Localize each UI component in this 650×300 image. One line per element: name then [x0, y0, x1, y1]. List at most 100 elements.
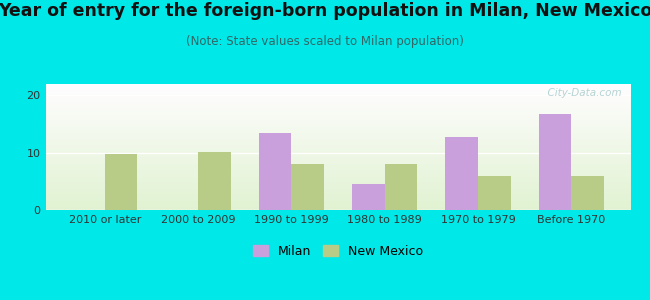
Bar [46, 150, 630, 151]
Bar [46, 120, 630, 121]
Bar [46, 133, 630, 134]
Bar [46, 111, 630, 112]
Bar [46, 97, 630, 98]
Bar [46, 158, 630, 159]
Bar [46, 155, 630, 156]
Bar [46, 106, 630, 107]
Bar [46, 107, 630, 108]
Bar [46, 174, 630, 175]
Bar [539, 114, 571, 210]
Bar [46, 90, 630, 91]
Bar [46, 173, 630, 174]
Bar [46, 175, 630, 176]
Bar [478, 176, 511, 210]
Text: (Note: State values scaled to Milan population): (Note: State values scaled to Milan popu… [186, 34, 464, 47]
Bar [46, 118, 630, 119]
Bar [46, 103, 630, 104]
Bar [46, 176, 630, 177]
Bar [46, 198, 630, 199]
Bar [46, 151, 630, 152]
Bar [46, 159, 630, 160]
Bar [46, 142, 630, 143]
Bar [445, 137, 478, 210]
Bar [46, 189, 630, 190]
Bar [46, 181, 630, 182]
Bar [46, 137, 630, 138]
Text: City-Data.com: City-Data.com [541, 88, 621, 98]
Bar [46, 207, 630, 208]
Bar [46, 94, 630, 95]
Bar [46, 154, 630, 155]
Bar [46, 152, 630, 153]
Bar [46, 180, 630, 181]
Bar [46, 162, 630, 163]
Bar [46, 172, 630, 173]
Bar [46, 197, 630, 198]
Bar [46, 95, 630, 96]
Bar [46, 92, 630, 93]
Bar [46, 185, 630, 186]
Bar [46, 135, 630, 136]
Bar [46, 165, 630, 166]
Bar [46, 130, 630, 131]
Bar [46, 199, 630, 200]
Bar [46, 105, 630, 106]
Bar [46, 84, 630, 85]
Bar [46, 131, 630, 132]
Bar [46, 179, 630, 180]
Bar [46, 132, 630, 133]
Bar [46, 156, 630, 157]
Bar [46, 183, 630, 184]
Bar [46, 100, 630, 101]
Bar [46, 113, 630, 114]
Bar [46, 168, 630, 169]
Bar [46, 161, 630, 162]
Bar [46, 93, 630, 94]
Bar [46, 193, 630, 194]
Bar [46, 112, 630, 113]
Bar [46, 171, 630, 172]
Bar [46, 125, 630, 126]
Bar [46, 186, 630, 187]
Bar [46, 157, 630, 158]
Bar [46, 143, 630, 144]
Bar [46, 187, 630, 188]
Bar [46, 191, 630, 192]
Bar [46, 163, 630, 164]
Bar [46, 99, 630, 100]
Bar [46, 89, 630, 90]
Bar [46, 206, 630, 207]
Bar [46, 138, 630, 139]
Bar [46, 139, 630, 140]
Bar [46, 119, 630, 120]
Bar [46, 86, 630, 87]
Bar [291, 164, 324, 210]
Legend: Milan, New Mexico: Milan, New Mexico [249, 241, 427, 262]
Bar [46, 140, 630, 141]
Bar [46, 122, 630, 123]
Bar [46, 148, 630, 149]
Bar [46, 117, 630, 118]
Bar [46, 114, 630, 115]
Bar [46, 208, 630, 209]
Bar [46, 123, 630, 124]
Bar [46, 202, 630, 203]
Bar [46, 182, 630, 183]
Bar [46, 145, 630, 146]
Bar [46, 204, 630, 205]
Bar [46, 102, 630, 103]
Bar [46, 194, 630, 195]
Bar [46, 203, 630, 204]
Bar [46, 167, 630, 168]
Bar [46, 160, 630, 161]
Bar [46, 134, 630, 135]
Bar [46, 98, 630, 99]
Bar [46, 124, 630, 125]
Bar [46, 205, 630, 206]
Bar [105, 154, 137, 210]
Bar [46, 110, 630, 111]
Bar [46, 195, 630, 196]
Bar [46, 115, 630, 116]
Bar [46, 101, 630, 102]
Bar [46, 149, 630, 150]
